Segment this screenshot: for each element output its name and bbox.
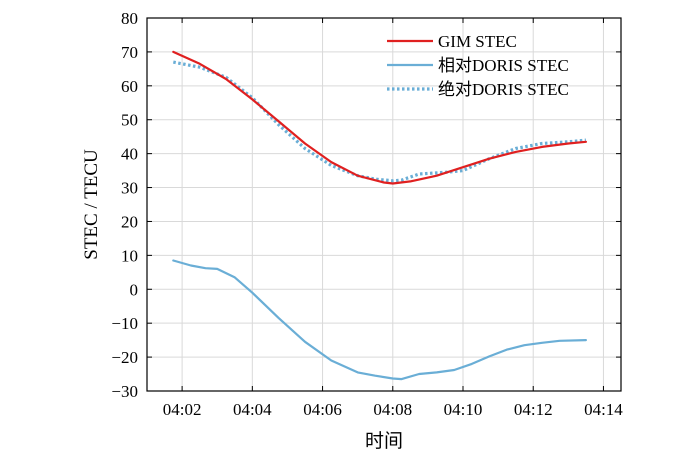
y-tick-label: 20	[121, 212, 138, 231]
y-tick-label: 70	[121, 43, 138, 62]
y-tick-label: 80	[121, 9, 138, 28]
y-tick-label: −10	[111, 314, 138, 333]
y-tick-label: 60	[121, 77, 138, 96]
legend-label-relative-doris: 相对DORIS STEC	[438, 56, 569, 75]
x-tick-label: 04:14	[584, 400, 623, 419]
y-tick-label: 50	[121, 111, 138, 130]
x-tick-label: 04:08	[373, 400, 412, 419]
series-layer	[172, 50, 588, 381]
y-tick-label: 10	[121, 246, 138, 265]
x-axis-title: 时间	[365, 430, 403, 452]
legend-label-absolute-doris: 绝对DORIS STEC	[438, 80, 569, 99]
y-tick-label: 40	[121, 145, 138, 164]
series-line-2	[172, 60, 587, 183]
series-line-1	[172, 259, 588, 381]
x-tick-label: 04:02	[163, 400, 202, 419]
y-tick-label: 30	[121, 179, 138, 198]
tick-labels: 04:02 04:04 04:06 04:08 04:10 04:12 04:14 −30 −2…	[111, 9, 623, 419]
series-line-0	[172, 50, 588, 185]
plot-frame	[146, 17, 622, 392]
y-tick-label: 0	[130, 280, 139, 299]
grid	[147, 17, 621, 392]
ticks	[147, 17, 621, 392]
x-tick-label: 04:12	[514, 400, 553, 419]
legend-label-gim: GIM STEC	[438, 32, 517, 51]
y-axis-title: STEC / TECU	[81, 149, 102, 260]
x-tick-label: 04:04	[233, 400, 272, 419]
legend: GIM STEC 相对DORIS STEC 绝对DORIS STEC	[387, 32, 569, 99]
y-tick-label: −20	[111, 348, 138, 367]
x-tick-label: 04:06	[303, 400, 342, 419]
y-tick-label: −30	[111, 382, 138, 401]
x-tick-label: 04:10	[444, 400, 483, 419]
